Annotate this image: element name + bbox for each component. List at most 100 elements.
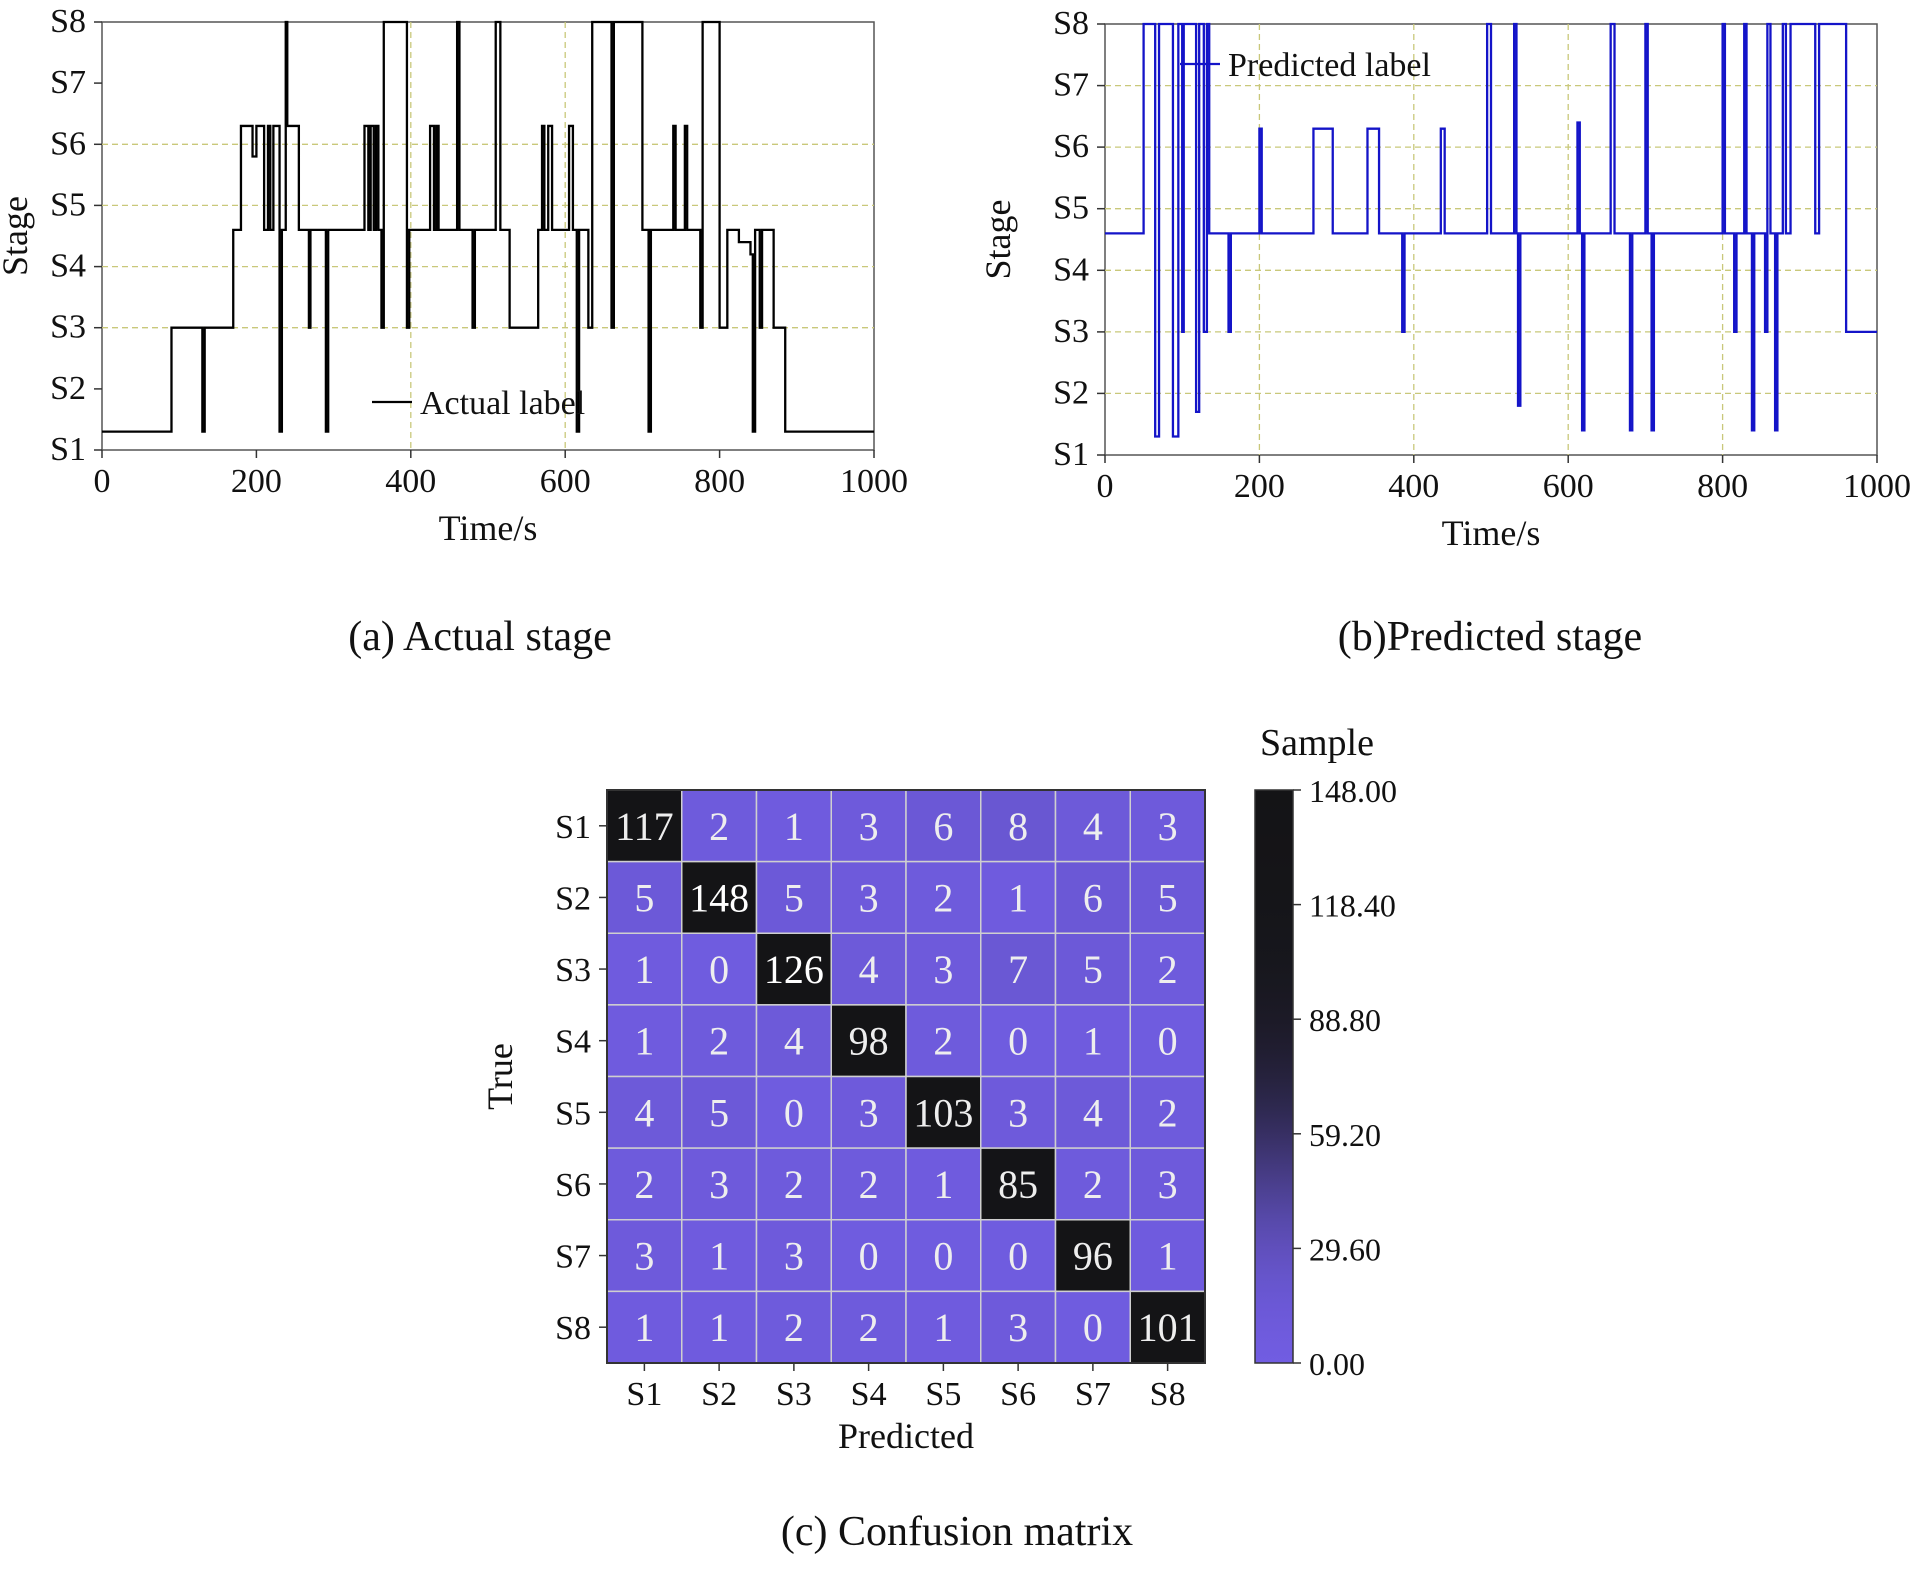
svg-text:S2: S2 [701,1376,737,1413]
svg-text:0: 0 [933,1234,953,1279]
svg-text:Stage: Stage [978,200,1018,280]
svg-text:S7: S7 [1053,67,1089,104]
svg-text:3: 3 [784,1234,804,1279]
svg-text:3: 3 [933,947,953,992]
svg-text:3: 3 [634,1234,654,1279]
svg-text:(a) Actual stage: (a) Actual stage [348,614,612,660]
svg-text:S1: S1 [555,809,591,846]
svg-text:96: 96 [1073,1234,1113,1279]
svg-text:S3: S3 [776,1376,812,1413]
svg-text:3: 3 [1008,1090,1028,1135]
svg-text:S1: S1 [626,1376,662,1413]
svg-text:2: 2 [1083,1162,1103,1207]
svg-text:800: 800 [1697,468,1748,505]
svg-text:8: 8 [1008,804,1028,849]
svg-text:S5: S5 [50,186,86,223]
svg-text:1: 1 [1158,1234,1178,1279]
svg-text:Predicted: Predicted [838,1416,974,1456]
svg-text:S8: S8 [50,3,86,40]
svg-text:1: 1 [1008,875,1028,920]
svg-text:S4: S4 [555,1024,591,1061]
svg-text:59.20: 59.20 [1309,1117,1381,1153]
svg-text:6: 6 [933,804,953,849]
svg-text:2: 2 [1158,947,1178,992]
svg-text:118.40: 118.40 [1309,888,1396,924]
svg-text:2: 2 [634,1162,654,1207]
svg-text:5: 5 [784,875,804,920]
svg-text:117: 117 [615,804,674,849]
svg-text:S6: S6 [50,125,86,162]
svg-text:3: 3 [709,1162,729,1207]
svg-text:S3: S3 [50,309,86,346]
svg-text:2: 2 [709,804,729,849]
svg-text:S5: S5 [925,1376,961,1413]
svg-text:148: 148 [689,875,749,920]
svg-text:S3: S3 [555,952,591,989]
svg-text:1: 1 [1083,1019,1103,1064]
svg-text:600: 600 [1543,468,1594,505]
svg-text:S5: S5 [555,1095,591,1132]
svg-text:3: 3 [859,1090,879,1135]
svg-text:400: 400 [1388,468,1439,505]
svg-text:0: 0 [94,463,111,500]
svg-text:Sample: Sample [1260,722,1374,764]
svg-text:2: 2 [709,1019,729,1064]
svg-text:1: 1 [933,1305,953,1350]
svg-text:800: 800 [694,463,745,500]
svg-text:0: 0 [1083,1305,1103,1350]
svg-text:S5: S5 [1053,190,1089,227]
svg-text:S6: S6 [1053,128,1089,165]
svg-text:0: 0 [859,1234,879,1279]
svg-text:(b)Predicted stage: (b)Predicted stage [1338,614,1642,660]
svg-text:5: 5 [634,875,654,920]
svg-text:S2: S2 [555,880,591,917]
svg-text:2: 2 [784,1305,804,1350]
svg-text:200: 200 [1234,468,1285,505]
svg-text:5: 5 [709,1090,729,1135]
svg-text:0: 0 [709,947,729,992]
svg-text:3: 3 [1158,804,1178,849]
svg-text:0.00: 0.00 [1309,1346,1365,1382]
svg-text:True: True [480,1043,520,1110]
svg-text:S7: S7 [1075,1376,1111,1413]
svg-text:0: 0 [1008,1234,1028,1279]
svg-text:1: 1 [634,1019,654,1064]
svg-text:0: 0 [784,1090,804,1135]
svg-text:Actual label: Actual label [420,385,585,422]
svg-text:4: 4 [784,1019,804,1064]
svg-text:7: 7 [1008,947,1028,992]
svg-text:5: 5 [1083,947,1103,992]
svg-text:1: 1 [634,1305,654,1350]
svg-text:S2: S2 [1053,374,1089,411]
svg-text:(c) Confusion matrix: (c) Confusion matrix [781,1509,1133,1555]
svg-text:S4: S4 [1053,251,1089,288]
svg-text:1: 1 [709,1305,729,1350]
svg-text:Time/s: Time/s [1442,513,1541,553]
svg-text:S4: S4 [50,248,86,285]
svg-text:6: 6 [1083,875,1103,920]
svg-text:126: 126 [764,947,824,992]
svg-text:S8: S8 [1053,5,1089,42]
svg-text:S8: S8 [1150,1376,1186,1413]
svg-text:1: 1 [784,804,804,849]
svg-text:1: 1 [634,947,654,992]
svg-text:2: 2 [859,1162,879,1207]
svg-text:2: 2 [1158,1090,1178,1135]
svg-text:Time/s: Time/s [439,508,538,548]
svg-text:5: 5 [1158,875,1178,920]
svg-text:S1: S1 [50,431,86,468]
svg-text:29.60: 29.60 [1309,1231,1381,1267]
svg-text:1000: 1000 [840,463,908,500]
svg-text:S4: S4 [851,1376,887,1413]
svg-text:4: 4 [634,1090,654,1135]
svg-text:S6: S6 [555,1167,591,1204]
svg-text:3: 3 [1158,1162,1178,1207]
svg-text:2: 2 [859,1305,879,1350]
svg-text:0: 0 [1158,1019,1178,1064]
svg-text:148.00: 148.00 [1309,773,1397,809]
svg-text:98: 98 [849,1019,889,1064]
svg-text:4: 4 [1083,804,1103,849]
svg-text:85: 85 [998,1162,1038,1207]
svg-text:2: 2 [933,875,953,920]
svg-text:0: 0 [1097,468,1114,505]
